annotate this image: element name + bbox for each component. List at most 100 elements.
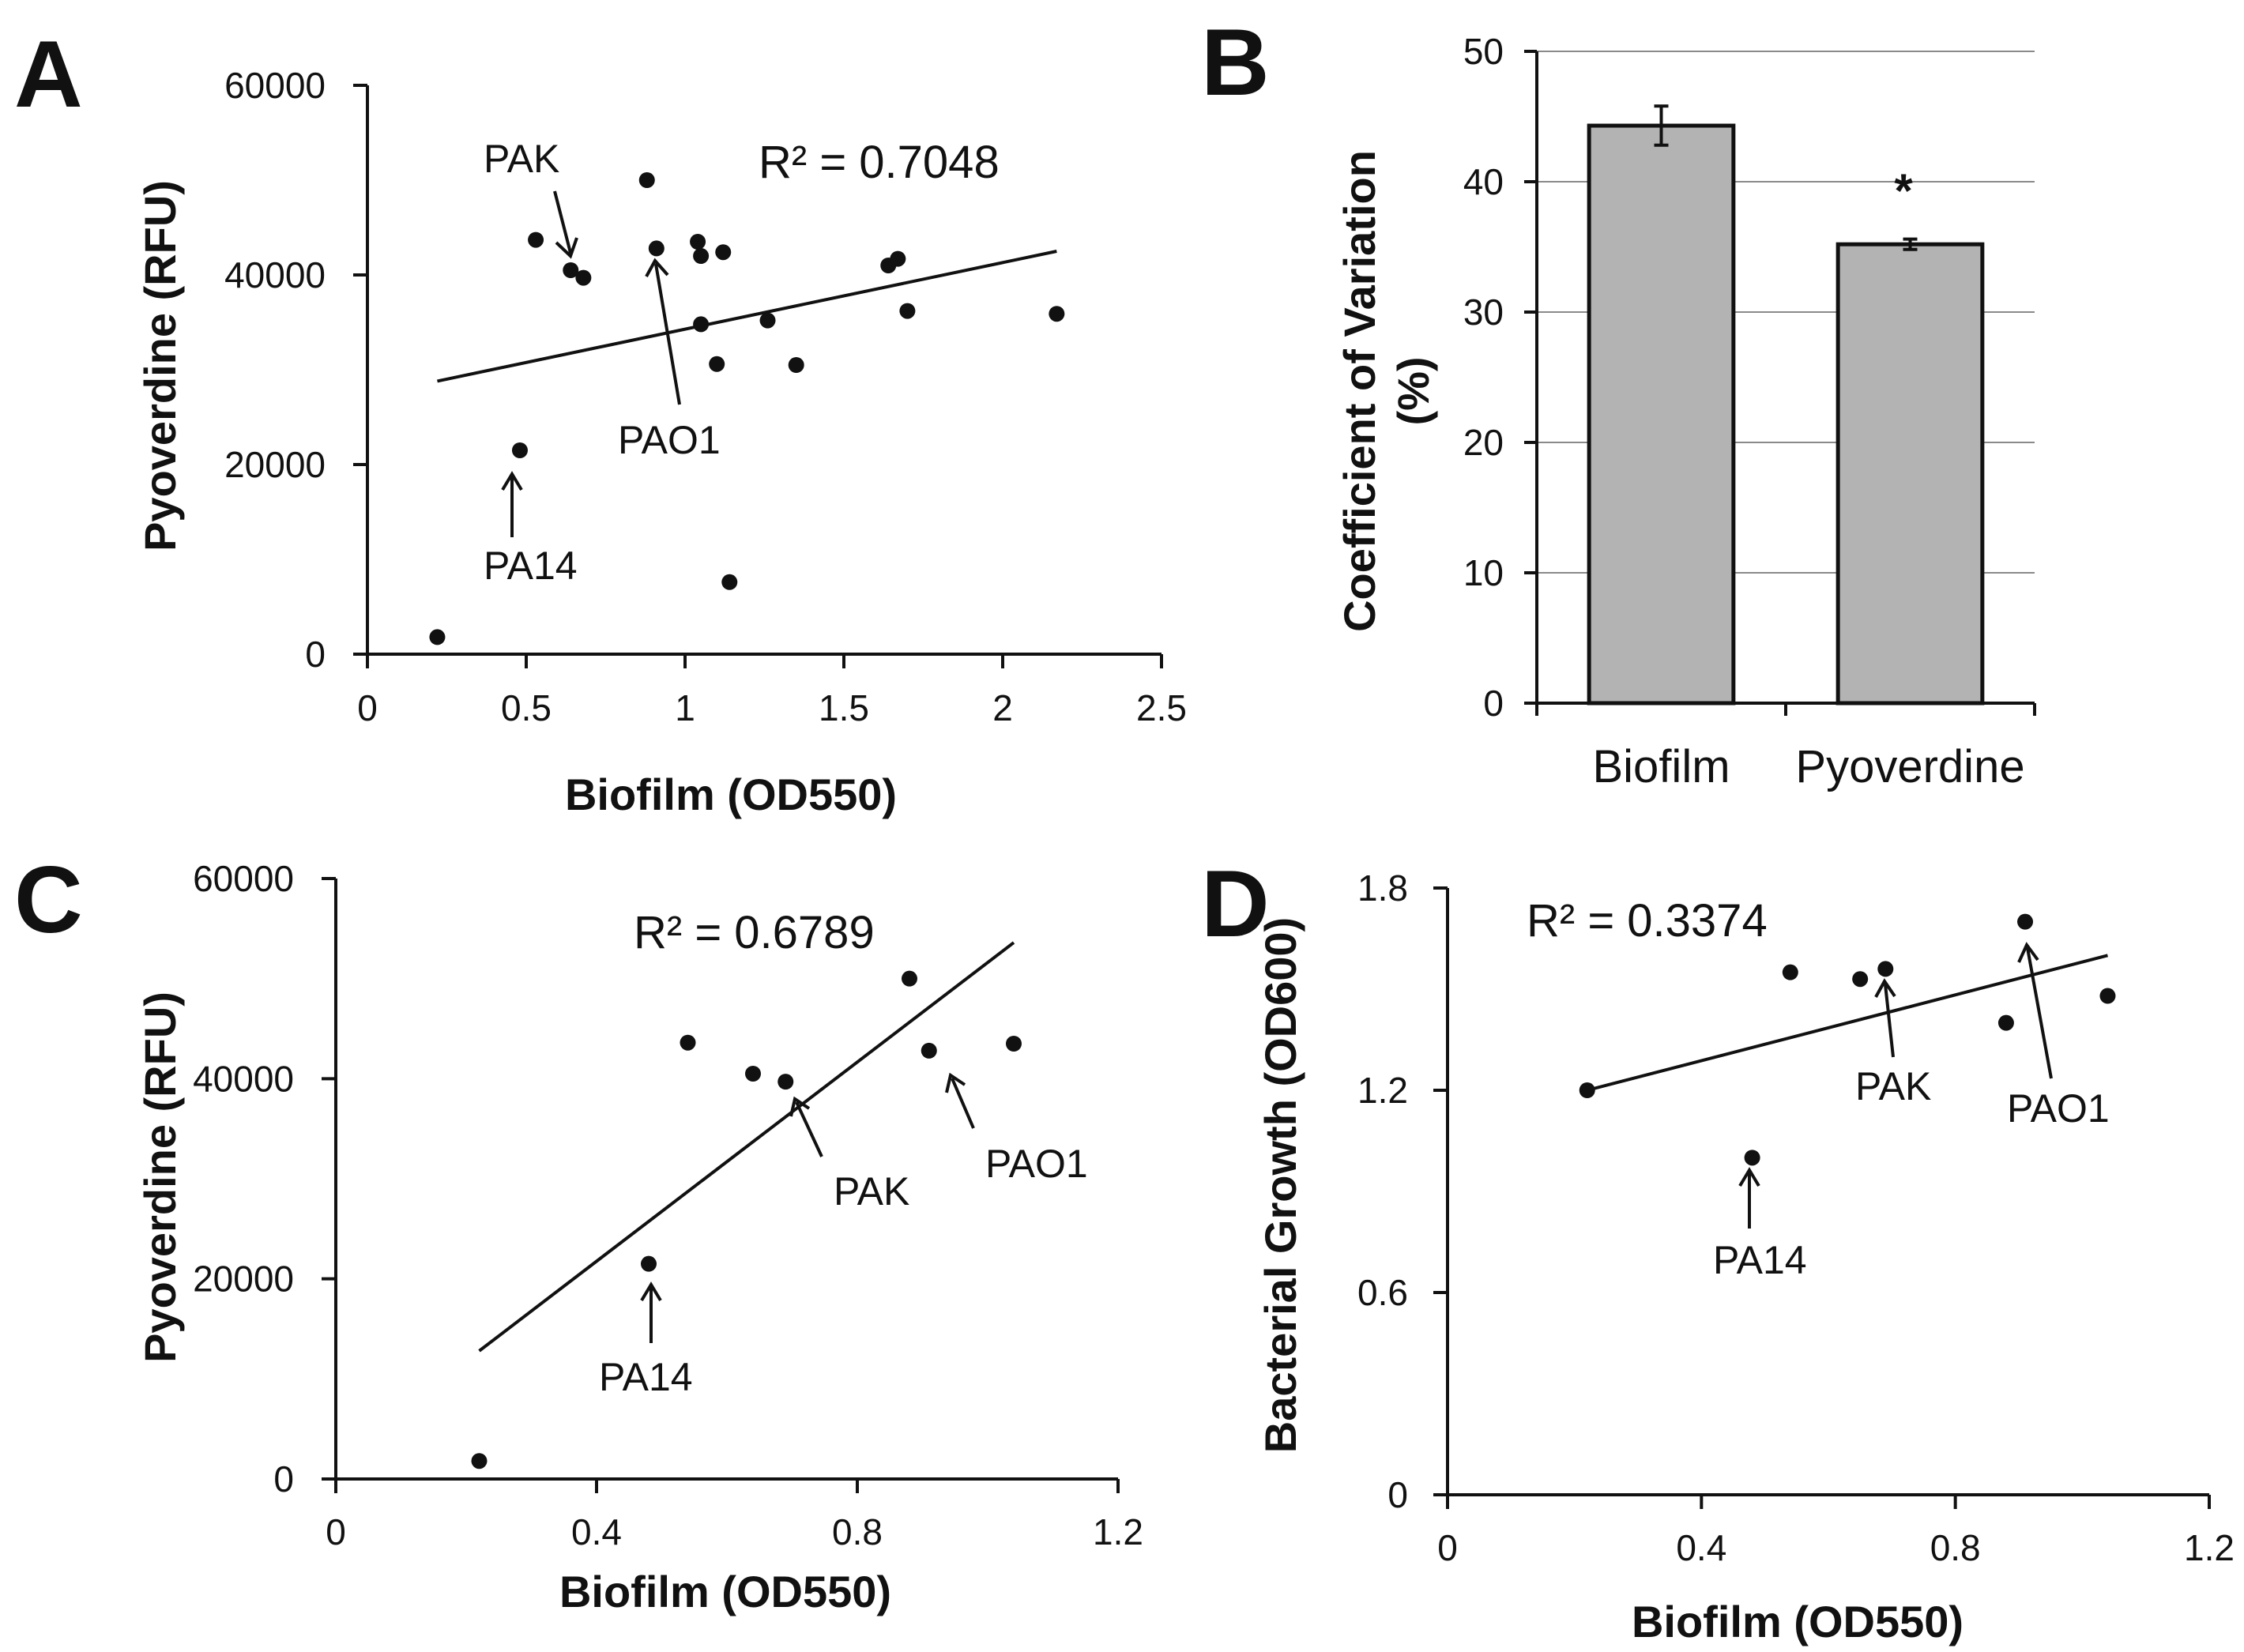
- panel-c-x-tick: 0: [326, 1511, 346, 1552]
- panel-a-point: [759, 312, 776, 329]
- panel-b-y-tick: 40: [1463, 161, 1504, 202]
- panel-a-points: [429, 172, 1065, 645]
- panel-a-arrow-pa14: [501, 471, 523, 537]
- panel-a-point-pao1: [648, 240, 665, 257]
- panel-c-point-pao1: [921, 1042, 937, 1059]
- panel-d-arrow-pao1: [2017, 942, 2053, 1079]
- panel-b-significance-star: *: [1894, 164, 1913, 217]
- panel-c-arrow-pa14: [640, 1281, 662, 1343]
- panel-c-axes: [322, 877, 1120, 1493]
- panel-d-scatter: D 0 0.4 0.8 1.2 0 0.6 1.2 1.8 R² = 0.337…: [1201, 851, 2235, 1646]
- panel-b-bar-chart: B 0 10 20 30 40 50 Biofilm Pyoverdine * …: [1201, 9, 2036, 792]
- panel-c-y-tick: 40000: [193, 1058, 294, 1099]
- panel-c-label-pao1: PAO1: [985, 1142, 1088, 1186]
- panel-d-trendline: [1587, 954, 2108, 1092]
- panel-c-point: [680, 1034, 696, 1051]
- panel-b-category-pyoverdine: Pyoverdine: [1795, 741, 2024, 792]
- panel-c-x-tick: 0.4: [571, 1511, 622, 1552]
- panel-c-point-pak: [777, 1074, 794, 1090]
- panel-c-scatter: C 0 0.4 0.8 1.2 0 20000 40000 60000 R² =…: [14, 847, 1143, 1616]
- panel-a-y-tick: 0: [305, 634, 326, 675]
- panel-b-bars: [1587, 104, 1985, 706]
- panel-a-point: [788, 357, 804, 373]
- panel-d-point: [2099, 988, 2116, 1004]
- panel-c-y-tick: 60000: [193, 858, 294, 899]
- panel-c-r-squared: R² = 0.6789: [634, 907, 875, 958]
- panel-a-arrow-pak: [553, 190, 578, 259]
- panel-d-axes: [1433, 886, 2211, 1509]
- panel-a-point: [693, 316, 710, 333]
- panel-a-label-pao1: PAO1: [618, 418, 721, 462]
- panel-a-trendline: [437, 250, 1057, 383]
- panel-a-scatter: A 0 0.5 1 1.5 2 2.5 0 20000 40000 60000 …: [14, 21, 1187, 819]
- panel-c-point: [1006, 1036, 1022, 1052]
- panel-c-x-axis-title: Biofilm (OD550): [559, 1567, 891, 1616]
- panel-d-x-axis-title: Biofilm (OD550): [1632, 1597, 1963, 1646]
- panel-a-x-tick: 1: [675, 687, 695, 728]
- panel-d-x-tick: 0.4: [1676, 1527, 1726, 1568]
- panel-b-y-tick: 10: [1463, 552, 1504, 593]
- panel-c-point-pa14: [641, 1255, 657, 1272]
- panel-a-letter: A: [14, 21, 83, 127]
- panel-a-point: [899, 303, 916, 319]
- panel-d-y-tick: 0: [1387, 1474, 1408, 1515]
- panel-d-point-pak: [1877, 961, 1894, 977]
- panel-d-x-tick: 0: [1437, 1527, 1458, 1568]
- panel-b-y-axis-title-line2: (%): [1388, 356, 1438, 425]
- panel-a-x-tick-labels: 0 0.5 1 1.5 2 2.5: [357, 687, 1187, 728]
- panel-c-points: [471, 970, 1022, 1469]
- panel-d-r-squared: R² = 0.3374: [1527, 895, 1768, 946]
- panel-d-point: [1997, 1014, 2014, 1031]
- panel-a-y-tick-labels: 0 20000 40000 60000: [224, 65, 326, 675]
- panel-d-label-pao1: PAO1: [2007, 1086, 2110, 1131]
- panel-c-y-tick-labels: 0 20000 40000 60000: [193, 858, 294, 1500]
- panel-b-y-tick: 30: [1463, 292, 1504, 333]
- panel-b-category-labels: Biofilm Pyoverdine: [1592, 741, 2024, 792]
- panel-c-point: [745, 1066, 761, 1082]
- panel-b-y-tick-labels: 0 10 20 30 40 50: [1463, 31, 1504, 724]
- panel-a-y-axis-title: Pyoverdine (RFU): [135, 180, 185, 551]
- panel-a-point: [721, 574, 738, 590]
- panel-a-point: [575, 269, 592, 286]
- panel-d-point-pa14: [1744, 1150, 1760, 1166]
- panel-a-y-tick: 20000: [224, 444, 326, 485]
- panel-a-point: [890, 250, 906, 267]
- panel-d-point: [1852, 971, 1869, 988]
- panel-a-point-pak: [563, 262, 579, 278]
- panel-a-point: [528, 231, 544, 248]
- panel-a-x-tick: 0.5: [501, 687, 552, 728]
- panel-c-point: [471, 1453, 488, 1469]
- panel-c-letter: C: [14, 847, 83, 953]
- panel-c-y-tick: 20000: [193, 1259, 294, 1300]
- panel-a-x-axis-title: Biofilm (OD550): [565, 770, 897, 819]
- panel-c-y-tick: 0: [273, 1458, 294, 1500]
- panel-d-label-pak: PAK: [1855, 1064, 1931, 1108]
- panel-b-y-tick: 50: [1463, 31, 1504, 72]
- panel-a-point: [638, 172, 655, 188]
- panel-d-y-tick: 0.6: [1357, 1272, 1408, 1313]
- panel-b-y-tick: 0: [1483, 683, 1504, 724]
- panel-a-point: [709, 356, 725, 372]
- panel-c-point: [902, 970, 917, 987]
- panel-a-point: [1049, 306, 1065, 322]
- panel-a-r-squared: R² = 0.7048: [759, 137, 1000, 188]
- panel-c-arrow-pao1: [945, 1072, 975, 1129]
- panel-b-category-biofilm: Biofilm: [1592, 741, 1730, 792]
- panel-d-arrow-pak: [1874, 978, 1896, 1058]
- panel-a-point-pa14: [511, 442, 528, 458]
- panel-d-y-axis-title: Bacterial Growth (OD600): [1256, 917, 1305, 1453]
- panel-b-bar-pyoverdine: [1835, 242, 1985, 706]
- panel-c-x-tick-labels: 0 0.4 0.8 1.2: [326, 1511, 1143, 1552]
- panel-c-y-axis-title: Pyoverdine (RFU): [135, 992, 185, 1363]
- panel-a-x-tick: 1.5: [819, 687, 869, 728]
- panel-c-x-tick: 0.8: [832, 1511, 883, 1552]
- panel-a-point: [693, 248, 710, 264]
- panel-d-y-tick: 1.8: [1357, 867, 1408, 909]
- panel-b-letter: B: [1201, 9, 1270, 115]
- panel-b-y-axis-title-line1: Coefficient of Variation: [1335, 150, 1384, 632]
- panel-a-y-tick: 60000: [224, 65, 326, 106]
- panel-d-x-tick-labels: 0 0.4 0.8 1.2: [1437, 1527, 2235, 1568]
- panel-d-point: [1579, 1082, 1595, 1098]
- panel-a-label-pa14: PA14: [484, 544, 578, 588]
